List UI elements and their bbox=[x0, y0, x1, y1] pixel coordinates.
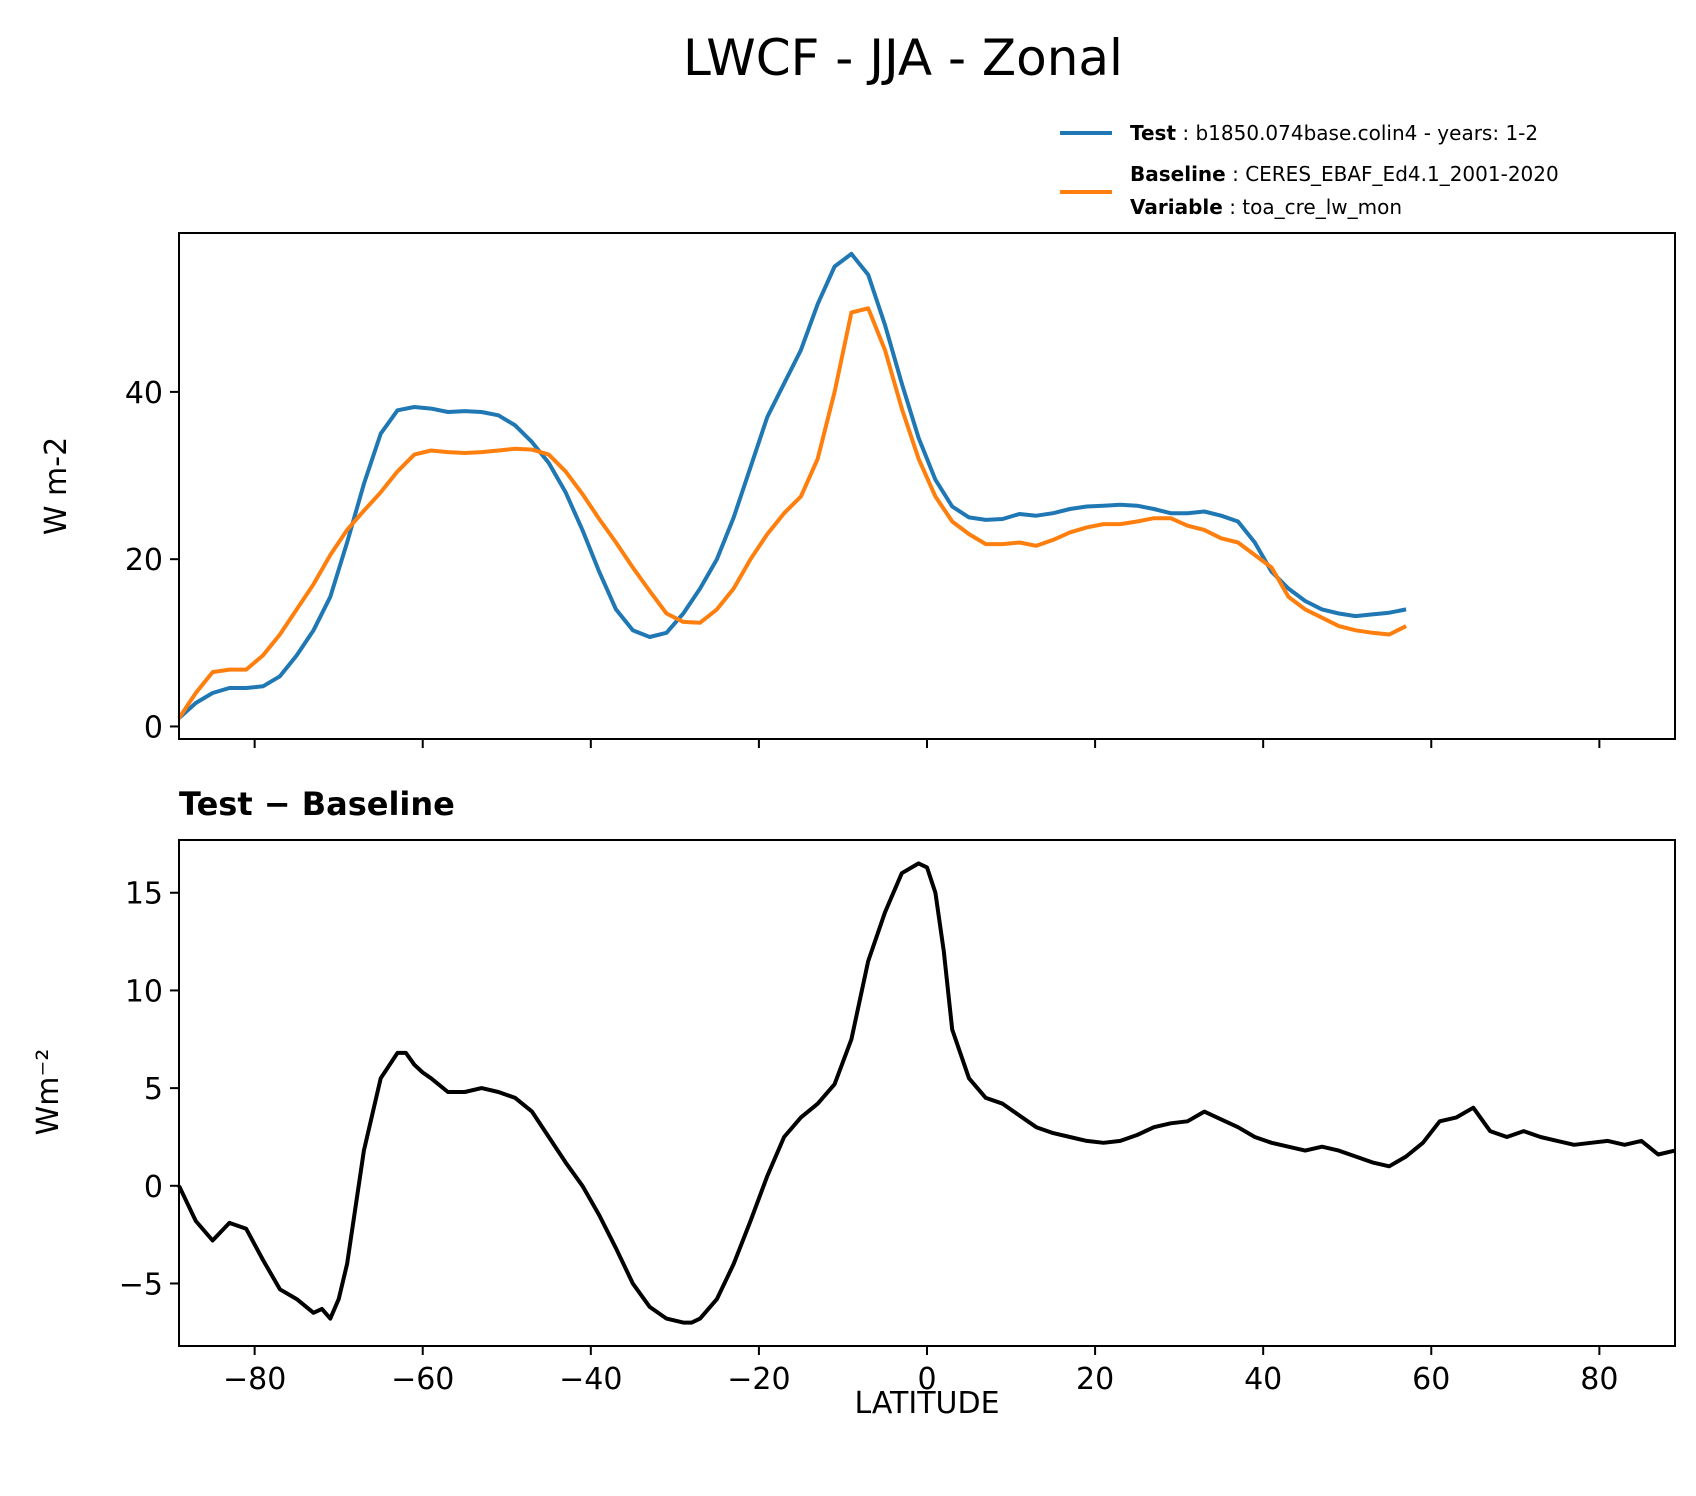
bottom-xticks: −80 −60 −40 −20 0 20 40 60 80 bbox=[223, 1346, 1618, 1397]
bot-xtick-label: −20 bbox=[727, 1362, 790, 1397]
legend-entry-test: Test : b1850.074base.colin4 - years: 1-2 bbox=[1130, 121, 1538, 145]
bot-xtick-label: 0 bbox=[917, 1362, 936, 1397]
top-series-line-test bbox=[177, 251, 1407, 720]
bottom-series-group bbox=[177, 861, 1676, 1325]
top-yticks: 0 20 40 bbox=[125, 376, 179, 745]
legend-entry-variable: Variable : toa_cre_lw_mon bbox=[1130, 195, 1402, 219]
bottom-xlabel: LATITUDE bbox=[854, 1386, 999, 1421]
top-series-group bbox=[177, 251, 1407, 720]
legend: Test : b1850.074base.colin4 - years: 1-2… bbox=[1060, 121, 1559, 219]
top-xticks bbox=[253, 739, 1601, 748]
top-ytick-label: 40 bbox=[125, 376, 163, 411]
bot-xtick-label: −80 bbox=[223, 1362, 286, 1397]
bot-xtick-label: −60 bbox=[391, 1362, 454, 1397]
figure-title: LWCF - JJA - Zonal bbox=[683, 29, 1123, 87]
top-series-line-baseline bbox=[177, 306, 1407, 720]
bot-ytick-label: 10 bbox=[125, 974, 163, 1009]
bottom-panel: Test − Baseline −5 0 5 10 15 −80 −60 −40 −20 0 20… bbox=[31, 785, 1676, 1421]
top-ytick-label: 0 bbox=[144, 710, 163, 745]
bot-xtick-label: −40 bbox=[559, 1362, 622, 1397]
top-ylabel: W m-2 bbox=[39, 437, 74, 535]
bottom-panel-title: Test − Baseline bbox=[179, 785, 455, 823]
top-ytick-label: 20 bbox=[125, 543, 163, 578]
bot-xtick-label: 80 bbox=[1580, 1362, 1618, 1397]
bot-ytick-label: 0 bbox=[144, 1170, 163, 1205]
top-panel: 0 20 40 W m-2 bbox=[39, 232, 1676, 748]
bot-series-line-test-baseline bbox=[177, 861, 1676, 1325]
bot-xtick-label: 40 bbox=[1244, 1362, 1282, 1397]
bottom-ylabel: Wm⁻² bbox=[31, 1049, 66, 1136]
bot-ytick-label: 5 bbox=[144, 1072, 163, 1107]
bot-xtick-label: 20 bbox=[1076, 1362, 1114, 1397]
bot-ytick-label: −5 bbox=[119, 1267, 163, 1302]
bot-ytick-label: 15 bbox=[125, 877, 163, 912]
bot-xtick-label: 60 bbox=[1412, 1362, 1450, 1397]
bottom-yticks: −5 0 5 10 15 bbox=[119, 877, 179, 1302]
legend-entry-baseline: Baseline : CERES_EBAF_Ed4.1_2001-2020 bbox=[1130, 162, 1559, 186]
